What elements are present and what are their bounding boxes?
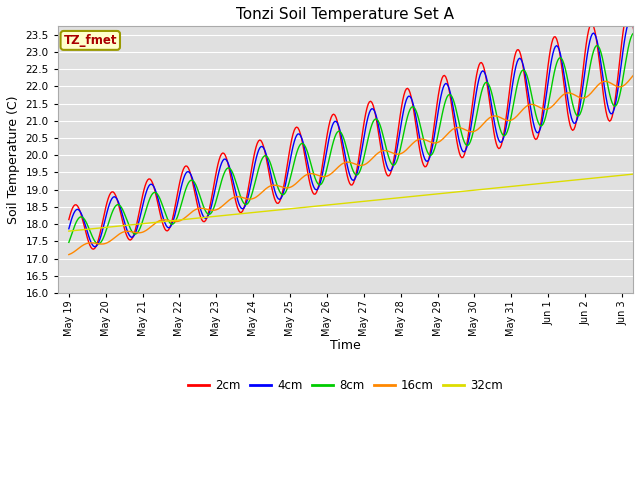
Legend: 2cm, 4cm, 8cm, 16cm, 32cm: 2cm, 4cm, 8cm, 16cm, 32cm — [183, 374, 508, 396]
Text: TZ_fmet: TZ_fmet — [63, 34, 117, 47]
Title: Tonzi Soil Temperature Set A: Tonzi Soil Temperature Set A — [236, 7, 454, 22]
X-axis label: Time: Time — [330, 339, 361, 352]
Y-axis label: Soil Temperature (C): Soil Temperature (C) — [7, 96, 20, 224]
